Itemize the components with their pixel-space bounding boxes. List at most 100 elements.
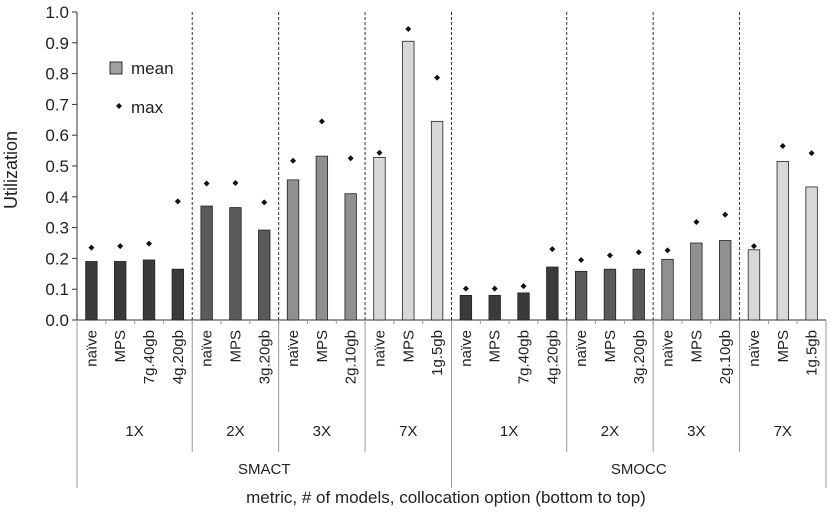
mean-bar <box>574 270 588 321</box>
y-tick-label: 0.7 <box>45 95 69 114</box>
mean-bar <box>488 294 501 321</box>
mean-bar <box>258 229 271 321</box>
max-marker <box>664 247 671 254</box>
category-label: naïve <box>285 330 302 367</box>
mean-bar <box>603 268 617 321</box>
y-tick-label: 0.1 <box>45 280 69 299</box>
max-marker <box>376 149 383 156</box>
category-label: naïve <box>371 330 388 367</box>
mean-bar <box>459 294 473 321</box>
mean-bar <box>776 160 789 321</box>
group-label: 3X <box>313 423 331 440</box>
max-marker <box>635 249 642 256</box>
max-marker <box>261 199 268 206</box>
x-axis-title: metric, # of models, collocation option … <box>246 488 646 507</box>
mean-bar <box>315 155 329 321</box>
mean-bar <box>85 261 98 321</box>
mean-bar <box>114 261 127 321</box>
bar-layer <box>85 25 818 321</box>
metric-label: SMACT <box>238 461 291 478</box>
max-marker <box>462 285 469 292</box>
group-label: 2X <box>226 423 244 440</box>
max-marker <box>405 25 412 32</box>
max-marker <box>88 244 95 251</box>
mean-bar <box>719 240 732 321</box>
mean-bar <box>661 258 674 321</box>
max-marker <box>290 157 297 164</box>
max-marker <box>578 256 585 263</box>
max-marker <box>491 285 498 292</box>
max-marker <box>779 142 786 149</box>
mean-bar <box>690 242 703 321</box>
max-marker <box>808 150 815 157</box>
y-tick-label: 0.6 <box>45 126 69 145</box>
mean-bar <box>373 156 386 321</box>
category-label: naïve <box>660 330 677 367</box>
group-label: 2X <box>601 423 619 440</box>
category-label: MPS <box>602 330 619 363</box>
mean-bar <box>402 40 415 321</box>
legend: mean max <box>109 59 174 117</box>
category-label: 7g.40gb <box>516 330 533 384</box>
group-label: 7X <box>774 423 792 440</box>
category-label: naïve <box>573 330 590 367</box>
y-tick-label: 0.5 <box>45 157 69 176</box>
legend-mean-label: mean <box>131 59 174 78</box>
max-marker <box>347 155 354 162</box>
category-label: 1g.5gb <box>804 330 821 376</box>
max-marker <box>203 180 210 187</box>
group-label: 7X <box>399 423 417 440</box>
mean-bar <box>632 268 645 321</box>
category-label: MPS <box>775 330 792 363</box>
metric-label: SMOCC <box>611 461 667 478</box>
y-tick-label: 0.4 <box>45 188 69 207</box>
group-label: 1X <box>500 423 518 440</box>
category-label: MPS <box>314 330 331 363</box>
mean-bar <box>517 292 530 321</box>
category-label: naïve <box>746 330 763 367</box>
category-label: MPS <box>688 330 705 363</box>
max-marker <box>693 219 700 226</box>
category-label: naïve <box>458 330 475 367</box>
category-label: 2g.10gb <box>343 330 360 384</box>
category-label: 3g.20gb <box>631 330 648 384</box>
mean-bar <box>142 259 156 321</box>
category-label: naïve <box>199 330 216 367</box>
label-layer: naïve MPS 7g.40gb 4g.20gb naïve MPS 3g.20gb naï… <box>83 330 820 478</box>
category-label: 2g.10gb <box>717 330 734 384</box>
max-marker <box>520 283 527 290</box>
max-marker <box>146 240 153 247</box>
max-marker <box>174 198 181 205</box>
mean-bar <box>344 193 357 321</box>
category-label: 3g.20gb <box>256 330 273 384</box>
max-marker <box>117 243 124 250</box>
category-label: 1g.5gb <box>429 330 446 376</box>
mean-bar <box>430 120 444 321</box>
y-tick-label: 0.9 <box>45 34 69 53</box>
max-marker <box>232 179 239 186</box>
max-marker <box>606 252 613 259</box>
y-axis-title: Utilization <box>1 131 21 209</box>
group-label: 1X <box>125 423 143 440</box>
max-marker <box>750 243 757 250</box>
legend-mean-swatch <box>109 61 123 75</box>
mean-bar <box>229 207 242 321</box>
y-tick-label: 0.8 <box>45 65 69 84</box>
y-tick-label: 0.0 <box>45 311 69 330</box>
category-label: MPS <box>400 330 417 363</box>
legend-max-marker <box>116 103 122 109</box>
mean-bar <box>805 186 818 321</box>
y-tick-label: 0.3 <box>45 219 69 238</box>
category-label: naïve <box>83 330 100 367</box>
mean-bar <box>747 249 761 321</box>
y-tick-label: 0.2 <box>45 249 69 268</box>
category-label: 4g.20gb <box>544 330 561 384</box>
mean-bar <box>200 205 213 321</box>
category-label: MPS <box>227 330 244 363</box>
max-marker <box>722 211 729 218</box>
mean-bar <box>546 266 559 321</box>
category-label: 7g.40gb <box>141 330 158 384</box>
mean-bar <box>171 268 184 321</box>
category-label: MPS <box>487 330 504 363</box>
